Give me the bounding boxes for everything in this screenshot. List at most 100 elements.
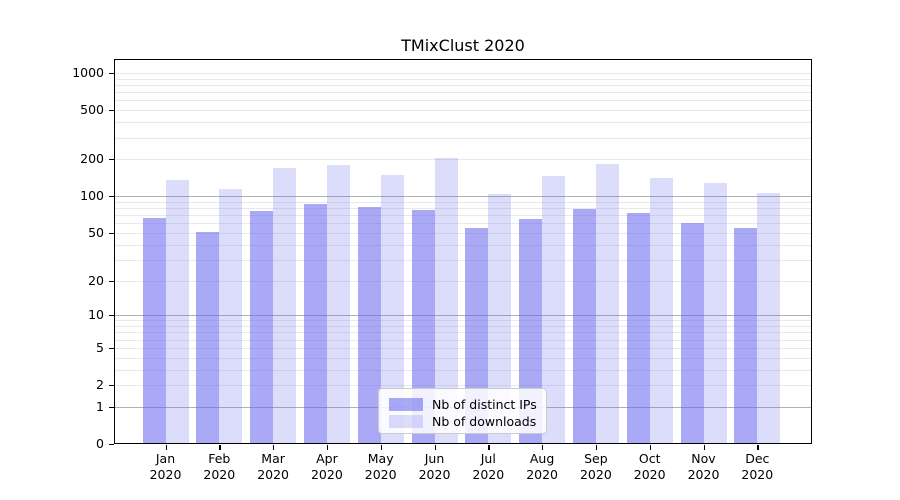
- y-tick: [109, 73, 114, 75]
- y-tick: [109, 444, 114, 446]
- x-tick-label-year: 2020: [418, 467, 451, 482]
- x-tick-label-month: Feb: [208, 451, 231, 466]
- y-tick: [109, 406, 114, 409]
- bar-ips-oct: [626, 212, 650, 444]
- x-tick-label-year: 2020: [579, 467, 612, 482]
- gridline-minor: [115, 73, 811, 74]
- legend-item: Nb of distinct IPs: [389, 397, 537, 412]
- bar-downloads-may: [380, 175, 404, 444]
- x-tick-label-month: Sep: [584, 451, 608, 466]
- x-tick: [703, 445, 705, 450]
- x-tick: [488, 445, 490, 450]
- x-tick-label-year: 2020: [257, 467, 289, 482]
- gridline-minor: [115, 320, 811, 321]
- y-tick-label: 0: [96, 436, 104, 451]
- legend: Nb of distinct IPs Nb of downloads: [378, 388, 547, 434]
- bar-downloads-feb: [219, 188, 243, 444]
- x-tick-label-month: Dec: [745, 451, 770, 466]
- x-tick-label: Aug 2020: [514, 451, 570, 483]
- x-tick-label: Nov 2020: [676, 451, 732, 483]
- x-tick-label-month: Apr: [316, 451, 338, 466]
- x-tick-label: Jan 2020: [138, 451, 194, 483]
- x-tick-label: May 2020: [353, 451, 409, 483]
- x-tick-label-month: Jan: [155, 451, 176, 466]
- gridline-minor: [115, 281, 811, 282]
- bar-ips-mar: [250, 211, 274, 444]
- y-tick: [109, 280, 114, 282]
- y-tick: [109, 347, 114, 350]
- gridline-minor: [115, 385, 811, 386]
- bar-downloads-jan: [165, 180, 189, 444]
- y-tick: [109, 196, 114, 198]
- bar-ips-may: [357, 207, 381, 444]
- x-tick-label-month: Mar: [261, 451, 285, 466]
- y-tick: [109, 232, 114, 235]
- y-tick: [109, 385, 114, 387]
- x-tick: [273, 445, 275, 450]
- bar-downloads-mar: [273, 167, 297, 444]
- legend-swatch-downloads: [389, 415, 423, 428]
- x-tick: [649, 445, 651, 450]
- gridline-minor: [115, 326, 811, 327]
- gridline-minor: [115, 260, 811, 261]
- x-tick: [219, 445, 221, 450]
- x-tick-label-year: 2020: [310, 467, 343, 482]
- gridline-minor: [115, 233, 811, 234]
- x-tick-label-year: 2020: [687, 467, 720, 482]
- x-tick-label-month: Jun: [424, 451, 445, 466]
- legend-item: Nb of downloads: [389, 414, 536, 429]
- bar-downloads-sep: [595, 163, 619, 444]
- legend-label-downloads: Nb of downloads: [432, 414, 537, 429]
- bar-ips-aug: [519, 219, 543, 444]
- gridline-minor: [115, 159, 811, 160]
- x-tick-label: Sep 2020: [568, 451, 624, 483]
- x-tick-label-year: 2020: [741, 467, 774, 482]
- gridline-minor: [115, 348, 811, 349]
- x-tick-label: Jun 2020: [407, 451, 463, 483]
- gridline-minor: [115, 110, 811, 111]
- bar-downloads-jun: [434, 157, 458, 444]
- y-tick: [109, 159, 114, 161]
- x-tick-label-month: Jul: [480, 451, 496, 466]
- bar-ips-nov: [680, 223, 704, 444]
- x-tick-label: Oct 2020: [622, 451, 678, 483]
- x-tick: [757, 445, 759, 450]
- gridline-minor: [115, 358, 811, 359]
- gridline-minor: [115, 245, 811, 246]
- x-tick: [434, 445, 436, 450]
- x-tick: [380, 445, 382, 450]
- bar-ips-apr: [303, 203, 327, 444]
- bar-downloads-apr: [326, 164, 350, 444]
- gridline-minor: [115, 122, 811, 123]
- gridline-minor: [115, 92, 811, 93]
- x-tick-label: Mar 2020: [245, 451, 301, 483]
- x-tick-label-year: 2020: [203, 467, 236, 482]
- x-tick: [165, 445, 167, 450]
- gridline-major: [115, 196, 811, 197]
- bar-downloads-nov: [703, 183, 727, 444]
- gridline-minor: [115, 340, 811, 341]
- x-tick-label-month: Nov: [691, 451, 716, 466]
- y-tick-label: 100: [80, 188, 104, 204]
- bar-downloads-oct: [649, 177, 673, 444]
- bar-ips-jan: [142, 218, 166, 444]
- chart-title: TMixClust 2020: [401, 36, 525, 55]
- gridline-minor: [115, 215, 811, 216]
- x-tick-label-month: Oct: [638, 451, 661, 466]
- y-tick-label: 1: [96, 398, 104, 414]
- y-tick-label: 5: [96, 339, 104, 355]
- legend-label-ips: Nb of distinct IPs: [432, 397, 537, 412]
- x-tick-label: Jul 2020: [460, 451, 516, 483]
- gridline-minor: [115, 138, 811, 139]
- bar-downloads-aug: [542, 176, 566, 444]
- legend-swatch-ips: [389, 398, 423, 411]
- y-tick-label: 10: [88, 307, 104, 323]
- y-tick-label: 200: [80, 151, 104, 167]
- x-tick-label-year: 2020: [526, 467, 558, 482]
- bar-ips-sep: [572, 208, 596, 444]
- x-tick-label-year: 2020: [364, 467, 397, 482]
- x-tick-label-year: 2020: [149, 467, 182, 482]
- gridline-minor: [115, 85, 811, 86]
- y-tick-label: 20: [88, 272, 104, 288]
